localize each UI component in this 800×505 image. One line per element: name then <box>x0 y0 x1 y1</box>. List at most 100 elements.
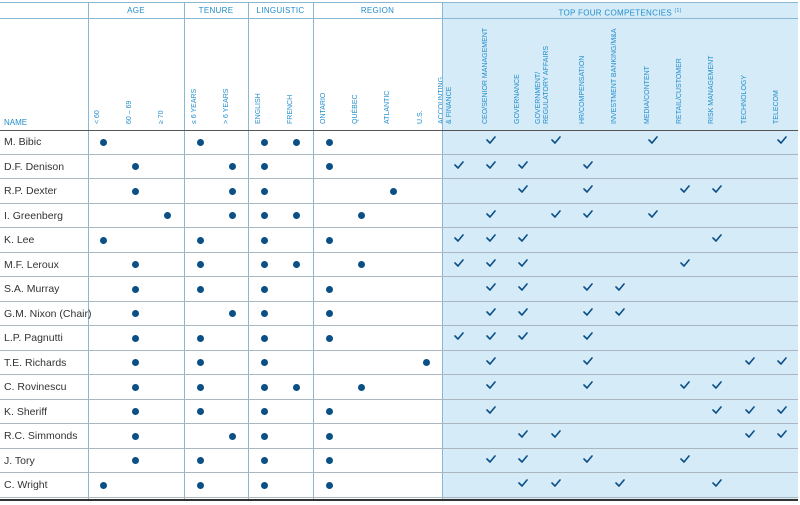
check-icon <box>583 454 593 463</box>
director-name: M.F. Leroux <box>4 258 59 271</box>
bullet-mark <box>99 236 107 244</box>
bullet-mark <box>196 408 204 415</box>
check-icon <box>680 258 690 267</box>
column-header-label: 60 – 69 <box>126 100 133 124</box>
bullet-mark <box>325 408 333 415</box>
column-header-label: GOVERNMENT/ REGULATORY AFFAIRS <box>535 45 550 124</box>
bullet-mark <box>131 187 139 195</box>
group-header-tenure: TENURE <box>198 6 234 15</box>
director-name: T.E. Richards <box>4 356 67 369</box>
director-name: C. Rovinescu <box>4 381 67 393</box>
bullet-mark <box>196 457 204 464</box>
group-divider <box>442 2 443 499</box>
director-name: S.A. Murray <box>4 283 60 295</box>
check-icon <box>518 283 528 291</box>
group-header-competencies: TOP FOUR COMPETENCIES (1) <box>442 4 798 18</box>
check-icon <box>648 209 658 218</box>
column-header-label: ATLANTIC <box>384 90 391 124</box>
bullet-mark <box>389 187 397 195</box>
check-icon <box>518 307 528 316</box>
bullet-mark <box>325 334 333 342</box>
director-name: I. Greenberg <box>4 209 63 222</box>
check-icon <box>486 234 496 242</box>
director-row: K. Sheriff <box>0 400 798 424</box>
bullet-mark <box>260 432 268 440</box>
director-row: M. Bibic <box>0 130 798 155</box>
bullet-mark <box>131 163 139 170</box>
bullet-mark <box>325 285 333 293</box>
column-header-label: > 6 YEARS <box>223 88 230 124</box>
bullet-mark <box>325 481 333 489</box>
check-icon <box>486 283 496 291</box>
bullet-mark <box>228 212 236 219</box>
column-header-label: GOVERNANCE <box>514 74 521 124</box>
director-name: G.M. Nixon (Chair) <box>4 307 92 320</box>
director-row: J. Tory <box>0 449 798 473</box>
check-icon <box>454 160 464 169</box>
check-icon <box>583 307 593 316</box>
bullet-mark <box>325 236 333 244</box>
bullet-mark <box>325 457 333 464</box>
check-icon <box>486 307 496 316</box>
bullet-mark <box>196 359 204 366</box>
bullet-mark <box>99 138 107 146</box>
check-icon <box>551 136 561 144</box>
bullet-mark <box>357 212 365 219</box>
director-name: K. Sheriff <box>4 405 47 418</box>
group-divider <box>313 2 314 499</box>
check-icon <box>551 430 561 438</box>
column-header-label: INVESTMENT BANKING/M&A <box>611 28 618 124</box>
competencies-panel <box>442 2 798 500</box>
column-header-label: ≤ 6 YEARS <box>191 88 198 124</box>
competencies-footnote-ref: (1) <box>674 8 682 14</box>
column-header-label: ≥ 70 <box>158 110 165 124</box>
bullet-mark <box>357 261 365 268</box>
check-icon <box>454 332 464 340</box>
column-header-label: FRENCH <box>287 94 294 124</box>
bullet-mark <box>131 285 139 293</box>
check-icon <box>486 405 496 414</box>
check-icon <box>777 356 787 365</box>
check-icon <box>518 160 528 169</box>
check-icon <box>745 405 755 414</box>
check-icon <box>712 479 722 487</box>
director-name: D.F. Denison <box>4 160 65 173</box>
check-icon <box>486 258 496 267</box>
check-icon <box>583 356 593 365</box>
column-header-label: U.S. <box>417 110 424 124</box>
column-header-label: ONTARIO <box>320 92 327 124</box>
check-icon <box>712 185 722 193</box>
column-header-label: TECHNOLOGY <box>741 74 748 124</box>
group-divider <box>248 2 249 499</box>
bullet-mark <box>422 359 430 366</box>
check-icon <box>745 356 755 365</box>
director-name: R.P. Dexter <box>4 185 57 197</box>
check-icon <box>583 332 593 340</box>
column-header-label: TELECOM <box>773 90 780 124</box>
bullet-mark <box>260 310 268 317</box>
director-name: R.C. Simmonds <box>4 430 78 442</box>
group-header-region: REGION <box>360 6 395 15</box>
director-row: R.P. Dexter <box>0 179 798 204</box>
column-header-label: < 60 <box>94 110 101 124</box>
bullet-mark <box>196 261 204 268</box>
column-header-label: MEDIA/CONTENT <box>644 66 651 124</box>
check-icon <box>518 258 528 267</box>
check-icon <box>680 454 690 463</box>
director-row: K. Lee <box>0 228 798 253</box>
bullet-mark <box>228 187 236 195</box>
check-icon <box>551 209 561 218</box>
bullet-mark <box>196 481 204 489</box>
bullet-mark <box>260 138 268 146</box>
director-row: S.A. Murray <box>0 277 798 302</box>
bullet-mark <box>228 310 236 317</box>
check-icon <box>518 234 528 242</box>
bullet-mark <box>196 383 204 391</box>
director-row: G.M. Nixon (Chair) <box>0 302 798 326</box>
check-icon <box>615 479 625 487</box>
bullet-mark <box>325 138 333 146</box>
bullet-mark <box>196 334 204 342</box>
check-icon <box>486 356 496 365</box>
bullet-mark <box>131 432 139 440</box>
column-header-label: RETAIL/CUSTOMER <box>676 58 683 124</box>
